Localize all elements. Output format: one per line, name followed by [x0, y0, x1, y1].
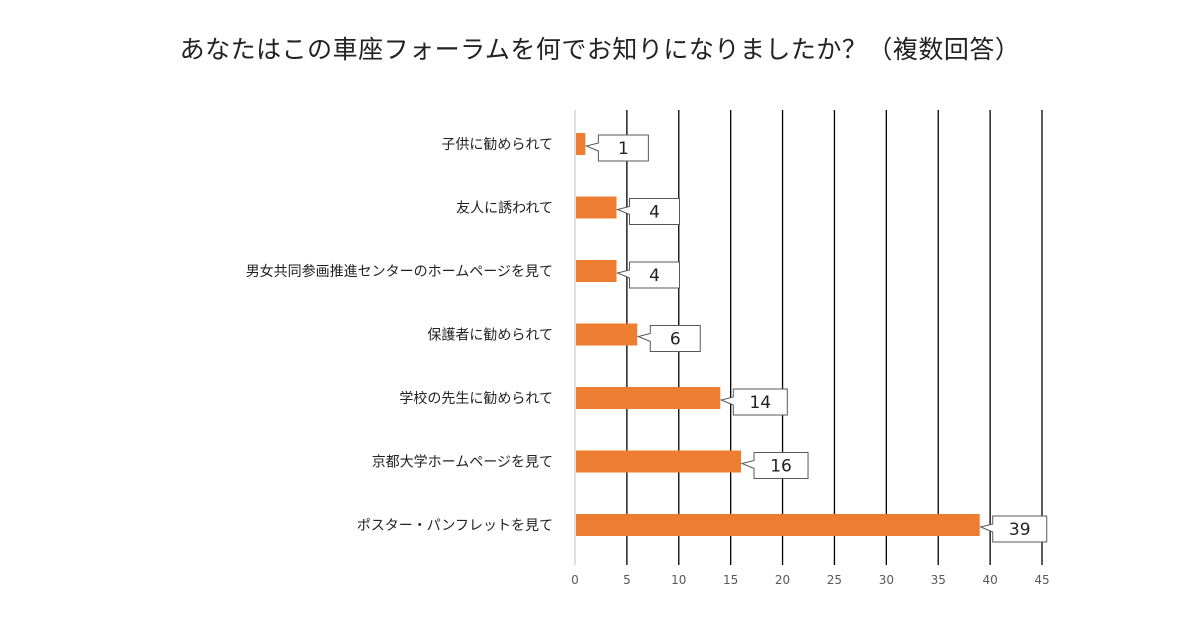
data-label-callout — [615, 198, 681, 225]
data-label-callout — [719, 388, 788, 416]
category-label: 子供に勧められて — [441, 136, 553, 153]
data-label-callout — [636, 325, 701, 352]
x-tick-label: 45 — [1034, 573, 1049, 587]
data-label-callout — [740, 452, 809, 479]
data-label: 6 — [670, 330, 681, 350]
data-label-callout — [584, 134, 649, 162]
data-label-callout — [979, 515, 1048, 543]
bar — [576, 260, 617, 282]
x-tick-label: 40 — [982, 573, 997, 587]
x-tick-label: 10 — [671, 573, 686, 587]
x-tick-label: 0 — [571, 573, 579, 587]
category-label: 保護者に勧められて — [427, 327, 553, 344]
bar — [576, 450, 742, 473]
category-label: 友人に誘われて — [456, 201, 553, 217]
data-label: 14 — [749, 393, 771, 413]
category-label: ポスター・パンフレットを見て — [357, 518, 553, 534]
x-tick-label: 15 — [723, 573, 738, 587]
chart-title: あなたはこの車座フォーラムを何でお知りになりましたか？（複数回答） — [179, 35, 1021, 64]
category-label: 学校の先生に勧められて — [399, 390, 553, 407]
data-label: 4 — [649, 266, 660, 286]
data-label-callout — [615, 261, 681, 289]
x-tick-label: 5 — [623, 573, 631, 587]
bar — [576, 387, 721, 409]
bar — [576, 323, 638, 346]
category-label: 京都大学ホームページを見て — [372, 455, 553, 471]
x-tick-label: 25 — [827, 573, 842, 587]
x-tick-label: 30 — [879, 573, 894, 587]
data-label: 4 — [649, 203, 660, 223]
x-tick-label: 35 — [931, 573, 946, 587]
data-label: 16 — [770, 457, 792, 477]
category-label: 男女共同参画推進センターのホームページを見て — [246, 263, 553, 280]
x-tick-label: 20 — [775, 573, 790, 587]
data-label: 39 — [1009, 520, 1031, 540]
bar — [576, 514, 980, 536]
bar — [576, 196, 617, 219]
data-label: 1 — [618, 139, 629, 159]
bar — [576, 133, 586, 155]
